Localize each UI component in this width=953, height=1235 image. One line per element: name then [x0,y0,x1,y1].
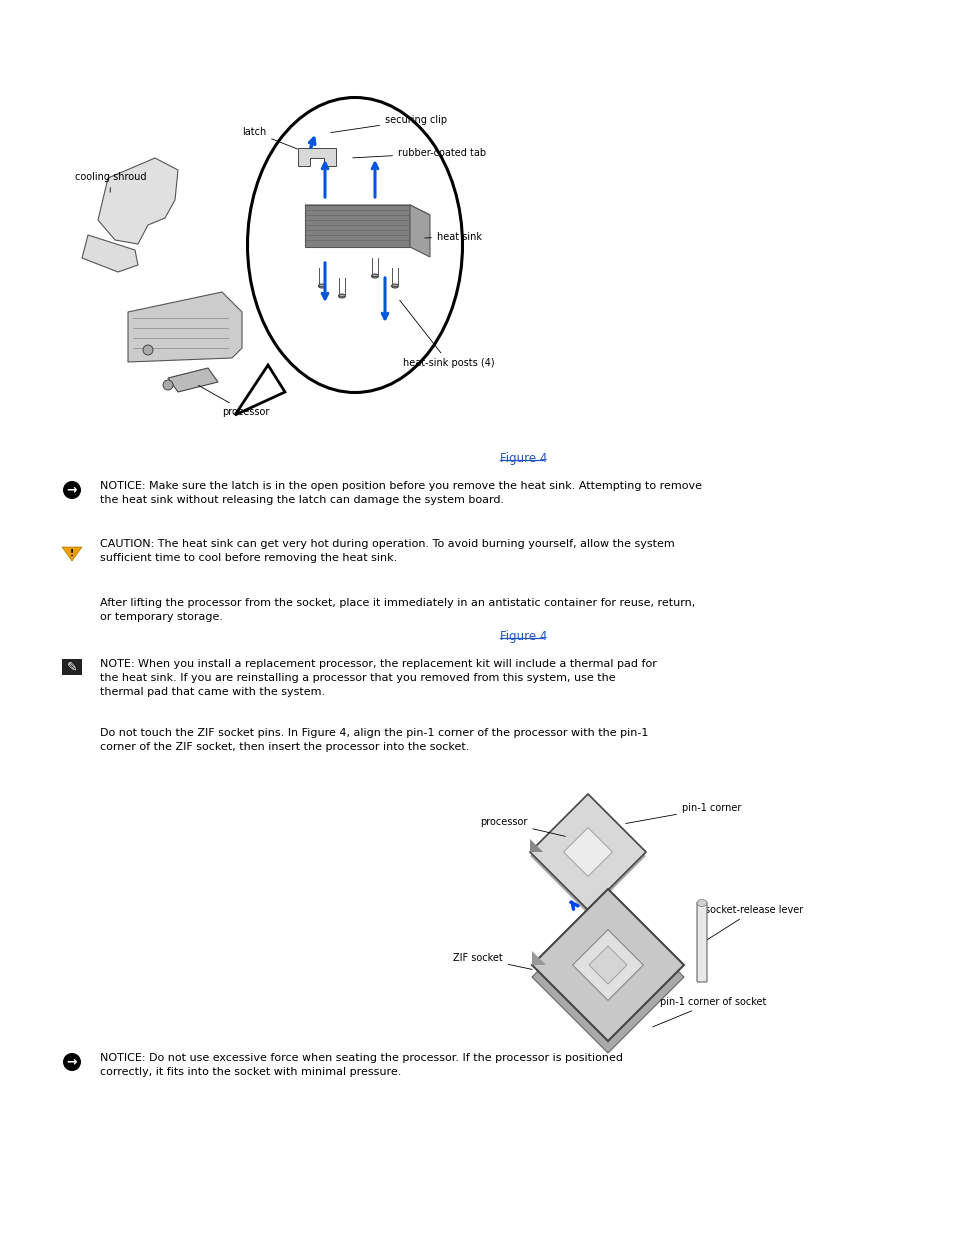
Polygon shape [410,205,430,257]
Polygon shape [530,802,645,914]
Ellipse shape [391,284,398,288]
Text: processor: processor [479,818,565,836]
Text: socket-release lever: socket-release lever [703,905,802,941]
FancyBboxPatch shape [697,902,706,982]
Polygon shape [532,951,545,965]
Text: !: ! [70,548,74,557]
Polygon shape [532,902,683,1053]
FancyBboxPatch shape [62,659,82,676]
Text: NOTICE: Make sure the latch is in the open position before you remove the heat s: NOTICE: Make sure the latch is in the op… [100,480,701,505]
Polygon shape [297,148,335,165]
Polygon shape [305,205,430,215]
Text: Figure 4: Figure 4 [499,630,561,643]
Polygon shape [530,794,645,910]
Ellipse shape [371,274,378,278]
Polygon shape [62,547,82,561]
Text: latch: latch [242,127,297,149]
Text: NOTE: When you install a replacement processor, the replacement kit will include: NOTE: When you install a replacement pro… [100,659,657,697]
Text: →: → [67,483,77,496]
Ellipse shape [247,98,462,393]
Ellipse shape [338,294,345,298]
Text: processor: processor [198,385,269,417]
Polygon shape [588,946,626,984]
Text: cooling shroud: cooling shroud [75,172,147,193]
Text: Do not touch the ZIF socket pins. In Figure 4, align the pin-1 corner of the pro: Do not touch the ZIF socket pins. In Fig… [100,727,648,752]
Text: ✎: ✎ [67,661,77,673]
Polygon shape [530,839,542,852]
Text: ZIF socket: ZIF socket [453,953,532,969]
Text: Figure 4: Figure 4 [499,452,561,466]
Text: pin-1 corner: pin-1 corner [625,803,740,824]
Circle shape [63,1053,81,1071]
Polygon shape [305,205,410,247]
Polygon shape [168,368,218,391]
Polygon shape [234,366,285,415]
Polygon shape [532,889,683,1041]
Text: pin-1 corner of socket: pin-1 corner of socket [652,997,765,1028]
Circle shape [63,480,81,499]
Text: →: → [67,1056,77,1068]
Text: After lifting the processor from the socket, place it immediately in an antistat: After lifting the processor from the soc… [100,598,695,622]
Text: NOTICE: Do not use excessive force when seating the processor. If the processor : NOTICE: Do not use excessive force when … [100,1053,622,1077]
Circle shape [163,380,172,390]
Ellipse shape [697,899,706,906]
Polygon shape [563,827,612,877]
Ellipse shape [318,284,325,288]
Text: heat-sink posts (4): heat-sink posts (4) [399,300,494,368]
Text: CAUTION: The heat sink can get very hot during operation. To avoid burning yours: CAUTION: The heat sink can get very hot … [100,538,674,563]
Text: heat sink: heat sink [424,232,481,242]
Text: securing clip: securing clip [331,115,447,132]
Circle shape [143,345,152,354]
Polygon shape [82,235,138,272]
Polygon shape [98,158,178,245]
Polygon shape [128,291,242,362]
Polygon shape [572,930,642,1000]
Text: rubber-coated tab: rubber-coated tab [353,148,486,158]
